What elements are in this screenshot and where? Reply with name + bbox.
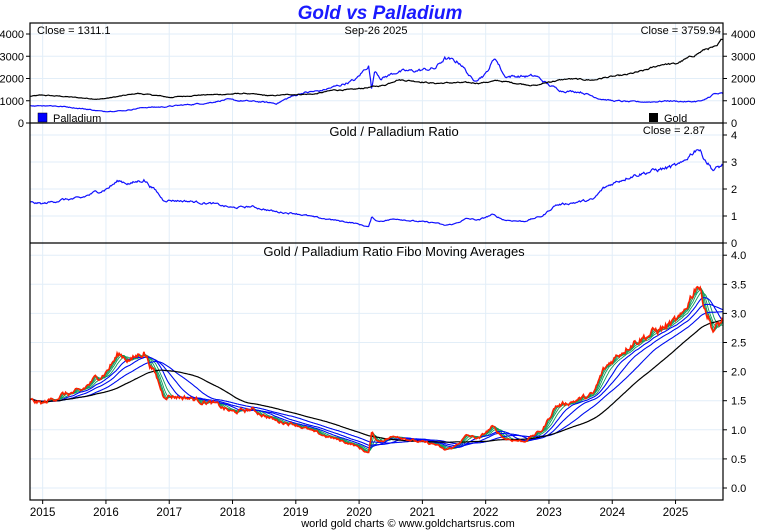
y-tick-label-left: 4000 bbox=[0, 29, 24, 41]
x-tick-label: 2017 bbox=[156, 507, 182, 519]
grid-panel-3 bbox=[30, 243, 723, 500]
ratio-line bbox=[29, 148, 724, 228]
legend-gold-label: Gold bbox=[664, 113, 687, 125]
x-tick-label: 2019 bbox=[283, 507, 309, 519]
ratio-panel-title: Gold / Palladium Ratio bbox=[329, 124, 458, 139]
y-tick-label-right: 4000 bbox=[731, 29, 755, 41]
fibo-ma-long-line bbox=[29, 319, 724, 443]
fibo-ma-mid-line bbox=[29, 297, 724, 449]
y-tick-label-right: 2000 bbox=[731, 74, 755, 86]
palladium-close-label: Close = 1311.1 bbox=[37, 25, 111, 37]
y-axis-panel-1: 0 0 1000 1000 2000 2000 3000 3000 4000 4000 bbox=[0, 29, 755, 130]
y-tick-label-right: 1.5 bbox=[731, 396, 746, 408]
y-tick-label-right: 0 bbox=[731, 118, 737, 130]
y-tick-label-right: 4.0 bbox=[731, 250, 746, 262]
y-tick-label-right: 3.5 bbox=[731, 279, 746, 291]
palladium-price-line bbox=[30, 55, 724, 113]
y-tick-label-right: 4 bbox=[731, 130, 737, 142]
y-tick-label-right: 0 bbox=[731, 238, 737, 250]
y-tick-label-left: 0 bbox=[18, 118, 24, 130]
grid-panel-1 bbox=[30, 23, 723, 123]
y-tick-label-left: 1000 bbox=[0, 96, 24, 108]
legend-gold-swatch bbox=[649, 113, 658, 122]
fibo-ma-mid-line bbox=[29, 303, 724, 447]
gold-price-line bbox=[29, 38, 724, 101]
y-tick-label-right: 3.0 bbox=[731, 308, 746, 320]
y-tick-label-left: 2000 bbox=[0, 74, 24, 86]
y-tick-label-left: 3000 bbox=[0, 51, 24, 63]
date-label: Sep-26 2025 bbox=[345, 25, 408, 37]
fibo-ma-mid-line bbox=[29, 311, 724, 445]
y-tick-label-right: 1 bbox=[731, 211, 737, 223]
panel-ratio: Gold / Palladium Ratio Close = 2.87 0 1 2 3… bbox=[29, 123, 737, 250]
ratio-close-label: Close = 2.87 bbox=[643, 125, 705, 137]
y-axis-panel-2: 0 1 2 3 4 bbox=[723, 130, 737, 250]
x-tick-label: 2024 bbox=[599, 507, 625, 519]
fibo-ma-short-line bbox=[29, 311, 724, 445]
grid-panel-2 bbox=[30, 123, 723, 243]
series-panel-1 bbox=[29, 38, 724, 113]
legend-palladium-label: Palladium bbox=[53, 113, 101, 125]
series-panel-3 bbox=[29, 285, 724, 454]
x-tick-label: 2020 bbox=[346, 507, 372, 519]
y-tick-label-right: 2.5 bbox=[731, 338, 746, 350]
y-tick-label-right: 1000 bbox=[731, 96, 755, 108]
y-tick-label-right: 3000 bbox=[731, 51, 755, 63]
x-tick-label: 2025 bbox=[663, 507, 689, 519]
fibo-panel-title: Gold / Palladium Ratio Fibo Moving Avera… bbox=[263, 244, 525, 259]
y-axis-panel-3: 0.0 0.5 1.0 1.5 2.0 2.5 3.0 3.5 4.0 bbox=[723, 250, 746, 495]
footer-credit: world gold charts © www.goldchartsrus.co… bbox=[300, 518, 515, 530]
x-tick-label: 2016 bbox=[93, 507, 119, 519]
y-tick-label-right: 3 bbox=[731, 157, 737, 169]
x-axis: 2015 2016 2017 2018 2019 2020 2021 2022 2023 2024… bbox=[30, 500, 688, 519]
x-tick-label: 2021 bbox=[410, 507, 436, 519]
y-tick-label-right: 2.0 bbox=[731, 367, 746, 379]
fibo-ma-short-line bbox=[29, 297, 724, 449]
fibo-ma-short-line bbox=[29, 286, 724, 453]
y-tick-label-right: 0.5 bbox=[731, 454, 746, 466]
x-tick-label: 2018 bbox=[220, 507, 246, 519]
panel-fibo-ma: Gold / Palladium Ratio Fibo Moving Avera… bbox=[29, 243, 746, 500]
ratio-price-line bbox=[29, 285, 724, 454]
chart-title: Gold vs Palladium bbox=[298, 3, 463, 24]
plot-frame bbox=[29, 22, 724, 501]
x-tick-label: 2023 bbox=[536, 507, 562, 519]
y-tick-label-right: 0.0 bbox=[731, 483, 746, 495]
panel-gold-palladium-price: Close = 1311.1 Sep-26 2025 Close = 3759.… bbox=[0, 23, 755, 130]
y-tick-label-right: 2 bbox=[731, 184, 737, 196]
y-tick-label-right: 1.0 bbox=[731, 425, 746, 437]
x-tick-label: 2015 bbox=[30, 507, 56, 519]
series-panel-2 bbox=[29, 148, 724, 228]
fibo-ma-short-line bbox=[29, 291, 723, 451]
gold-close-label: Close = 3759.94 bbox=[641, 25, 721, 37]
legend-palladium-swatch bbox=[37, 112, 48, 123]
x-tick-label: 2022 bbox=[473, 507, 499, 519]
